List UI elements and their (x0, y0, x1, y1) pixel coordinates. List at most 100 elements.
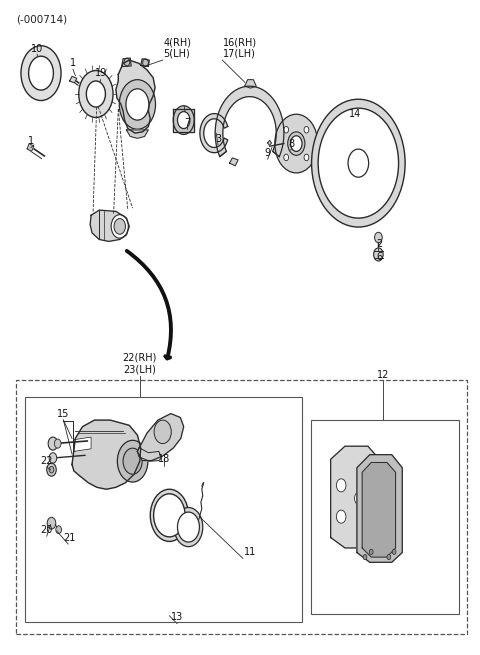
Circle shape (173, 105, 194, 134)
Circle shape (318, 108, 398, 218)
Circle shape (48, 437, 58, 450)
Text: 12: 12 (377, 369, 389, 380)
Circle shape (126, 89, 149, 120)
Polygon shape (72, 420, 141, 489)
Polygon shape (90, 210, 129, 242)
Circle shape (290, 136, 302, 151)
Polygon shape (331, 446, 379, 548)
Circle shape (377, 188, 386, 201)
Polygon shape (70, 77, 77, 83)
Circle shape (336, 479, 346, 492)
Circle shape (356, 210, 361, 216)
Circle shape (178, 111, 190, 128)
Circle shape (288, 132, 305, 155)
Circle shape (387, 555, 391, 559)
Circle shape (117, 440, 148, 482)
Polygon shape (215, 86, 284, 157)
Circle shape (330, 124, 335, 131)
Circle shape (114, 219, 125, 234)
Circle shape (284, 126, 288, 133)
Text: 18: 18 (157, 455, 170, 464)
Text: 6: 6 (376, 252, 383, 262)
Text: 14: 14 (349, 109, 361, 119)
Text: 21: 21 (63, 533, 75, 543)
Text: 10: 10 (31, 44, 43, 54)
Circle shape (312, 99, 405, 227)
Circle shape (369, 550, 373, 555)
Polygon shape (74, 437, 91, 451)
Circle shape (356, 110, 361, 117)
Circle shape (373, 248, 383, 261)
Circle shape (382, 124, 386, 131)
Circle shape (111, 215, 128, 238)
Circle shape (304, 126, 309, 133)
Circle shape (351, 153, 365, 173)
Polygon shape (137, 413, 184, 460)
Circle shape (47, 517, 56, 529)
Polygon shape (200, 113, 228, 153)
Text: 4(RH)
5(LH): 4(RH) 5(LH) (164, 37, 192, 59)
Circle shape (21, 46, 61, 100)
Text: 15: 15 (57, 409, 70, 419)
Circle shape (374, 233, 382, 243)
Text: 22(RH)
23(LH): 22(RH) 23(LH) (122, 353, 157, 375)
Circle shape (330, 188, 340, 201)
Circle shape (47, 463, 56, 476)
Circle shape (29, 56, 53, 90)
Circle shape (392, 550, 396, 555)
Circle shape (364, 474, 373, 487)
Text: 1: 1 (28, 136, 34, 146)
Polygon shape (357, 455, 402, 562)
Circle shape (336, 510, 346, 523)
Circle shape (150, 489, 189, 542)
Text: 19: 19 (95, 68, 107, 79)
Circle shape (123, 448, 142, 474)
Text: 9: 9 (264, 148, 271, 158)
Text: 22: 22 (40, 456, 53, 466)
Text: 1: 1 (70, 58, 76, 68)
Circle shape (86, 81, 106, 107)
Text: 20: 20 (40, 525, 53, 535)
Polygon shape (141, 59, 149, 67)
Circle shape (79, 71, 113, 117)
Circle shape (348, 149, 369, 178)
Polygon shape (245, 80, 256, 88)
Circle shape (382, 195, 386, 202)
Text: 13: 13 (171, 612, 183, 622)
Polygon shape (173, 109, 194, 132)
Circle shape (124, 58, 130, 66)
Polygon shape (229, 158, 238, 166)
Circle shape (56, 526, 61, 534)
Text: 8: 8 (288, 139, 295, 149)
Circle shape (174, 508, 203, 547)
Polygon shape (137, 447, 161, 461)
Circle shape (333, 128, 384, 198)
Circle shape (320, 160, 324, 166)
Polygon shape (126, 130, 148, 138)
Circle shape (364, 510, 373, 523)
Polygon shape (362, 462, 396, 557)
Circle shape (162, 506, 177, 525)
Circle shape (49, 453, 57, 463)
Circle shape (156, 497, 183, 534)
Circle shape (393, 160, 397, 166)
Circle shape (377, 125, 386, 138)
Text: 11: 11 (244, 547, 256, 557)
Circle shape (284, 154, 288, 160)
Polygon shape (121, 58, 131, 67)
Circle shape (304, 154, 309, 160)
Text: 16(RH)
17(LH): 16(RH) 17(LH) (223, 37, 257, 59)
Text: 7: 7 (184, 118, 191, 128)
Circle shape (275, 114, 318, 173)
Circle shape (54, 439, 61, 448)
Circle shape (143, 59, 148, 67)
Circle shape (119, 80, 156, 129)
Text: (-000714): (-000714) (16, 14, 67, 24)
Circle shape (363, 555, 367, 559)
Text: 3: 3 (216, 134, 222, 143)
Circle shape (154, 494, 185, 537)
Circle shape (178, 512, 199, 542)
Polygon shape (27, 143, 34, 151)
Circle shape (330, 195, 335, 202)
Text: 2: 2 (376, 239, 383, 250)
